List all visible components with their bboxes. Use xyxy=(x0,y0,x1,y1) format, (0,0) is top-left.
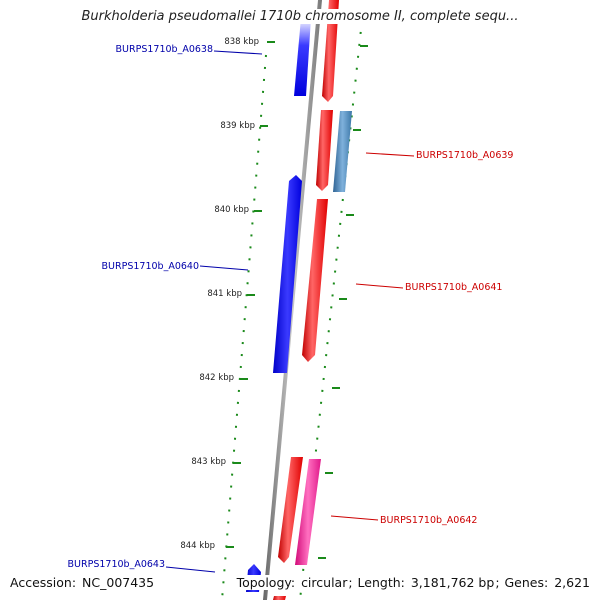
gene-label-A0643[interactable]: BURPS1710b_A0643 xyxy=(68,559,165,570)
gene-label-A0641[interactable]: BURPS1710b_A0641 xyxy=(405,282,502,293)
gene-label-A0639[interactable]: BURPS1710b_A0639 xyxy=(416,150,513,161)
leader-A0639 xyxy=(365,152,415,157)
gene-BURPS1710b_A0639-red xyxy=(316,110,333,191)
gene-label-A0640[interactable]: BURPS1710b_A0640 xyxy=(102,261,199,272)
gene-label-A0642[interactable]: BURPS1710b_A0642 xyxy=(380,515,477,526)
length-label: Length: xyxy=(356,575,406,590)
gene-BURPS1710b_A0642 xyxy=(295,459,321,565)
leader-A0640 xyxy=(199,265,249,271)
gene-label-A0638[interactable]: BURPS1710b_A0638 xyxy=(116,44,213,55)
scale-label-843: 843 kbp xyxy=(191,457,226,467)
scale-label-841: 841 kbp xyxy=(207,289,242,299)
gene-BURPS1710b_A0641 xyxy=(302,199,328,362)
leader-A0638 xyxy=(213,50,263,55)
scale-label-838: 838 kbp xyxy=(224,37,259,47)
right-ruler-dots xyxy=(299,19,363,600)
gene-BURPS1710b_A0640 xyxy=(273,175,302,373)
topology-value: circular xyxy=(300,575,349,590)
gene-bottom-red xyxy=(273,596,286,600)
genes-value: 2,621 xyxy=(553,575,591,590)
accession-value: NC_007435 xyxy=(81,575,156,590)
leader-A0642 xyxy=(330,515,379,521)
left-ruler-track xyxy=(221,41,275,600)
right-ruler-track xyxy=(299,19,368,600)
gene-top-red xyxy=(322,0,339,102)
scale-label-842: 842 kbp xyxy=(199,373,234,383)
gene-BURPS1710b_A0639 xyxy=(333,111,352,192)
gene-BURPS1710b_A0642-red xyxy=(278,457,303,563)
scale-label-844: 844 kbp xyxy=(180,541,215,551)
left-ruler-dots xyxy=(221,54,267,600)
leader-A0643 xyxy=(165,566,216,573)
length-value: 3,181,762 bp xyxy=(409,575,496,590)
gene-BURPS1710b_A0638 xyxy=(294,18,311,96)
scale-label-840: 840 kbp xyxy=(214,205,249,215)
scale-label-839: 839 kbp xyxy=(220,121,255,131)
leader-A0641 xyxy=(355,283,404,289)
map-title: Burkholderia pseudomallei 1710b chromoso… xyxy=(79,9,521,24)
accession-info: Accession: NC_007435 xyxy=(8,575,157,590)
sequence-stats: Topology: circular; Length: 3,181,762 bp… xyxy=(234,575,592,590)
genes-label: Genes: xyxy=(503,575,550,590)
accession-label: Accession: xyxy=(9,575,78,590)
topology-label: Topology: xyxy=(235,575,297,590)
